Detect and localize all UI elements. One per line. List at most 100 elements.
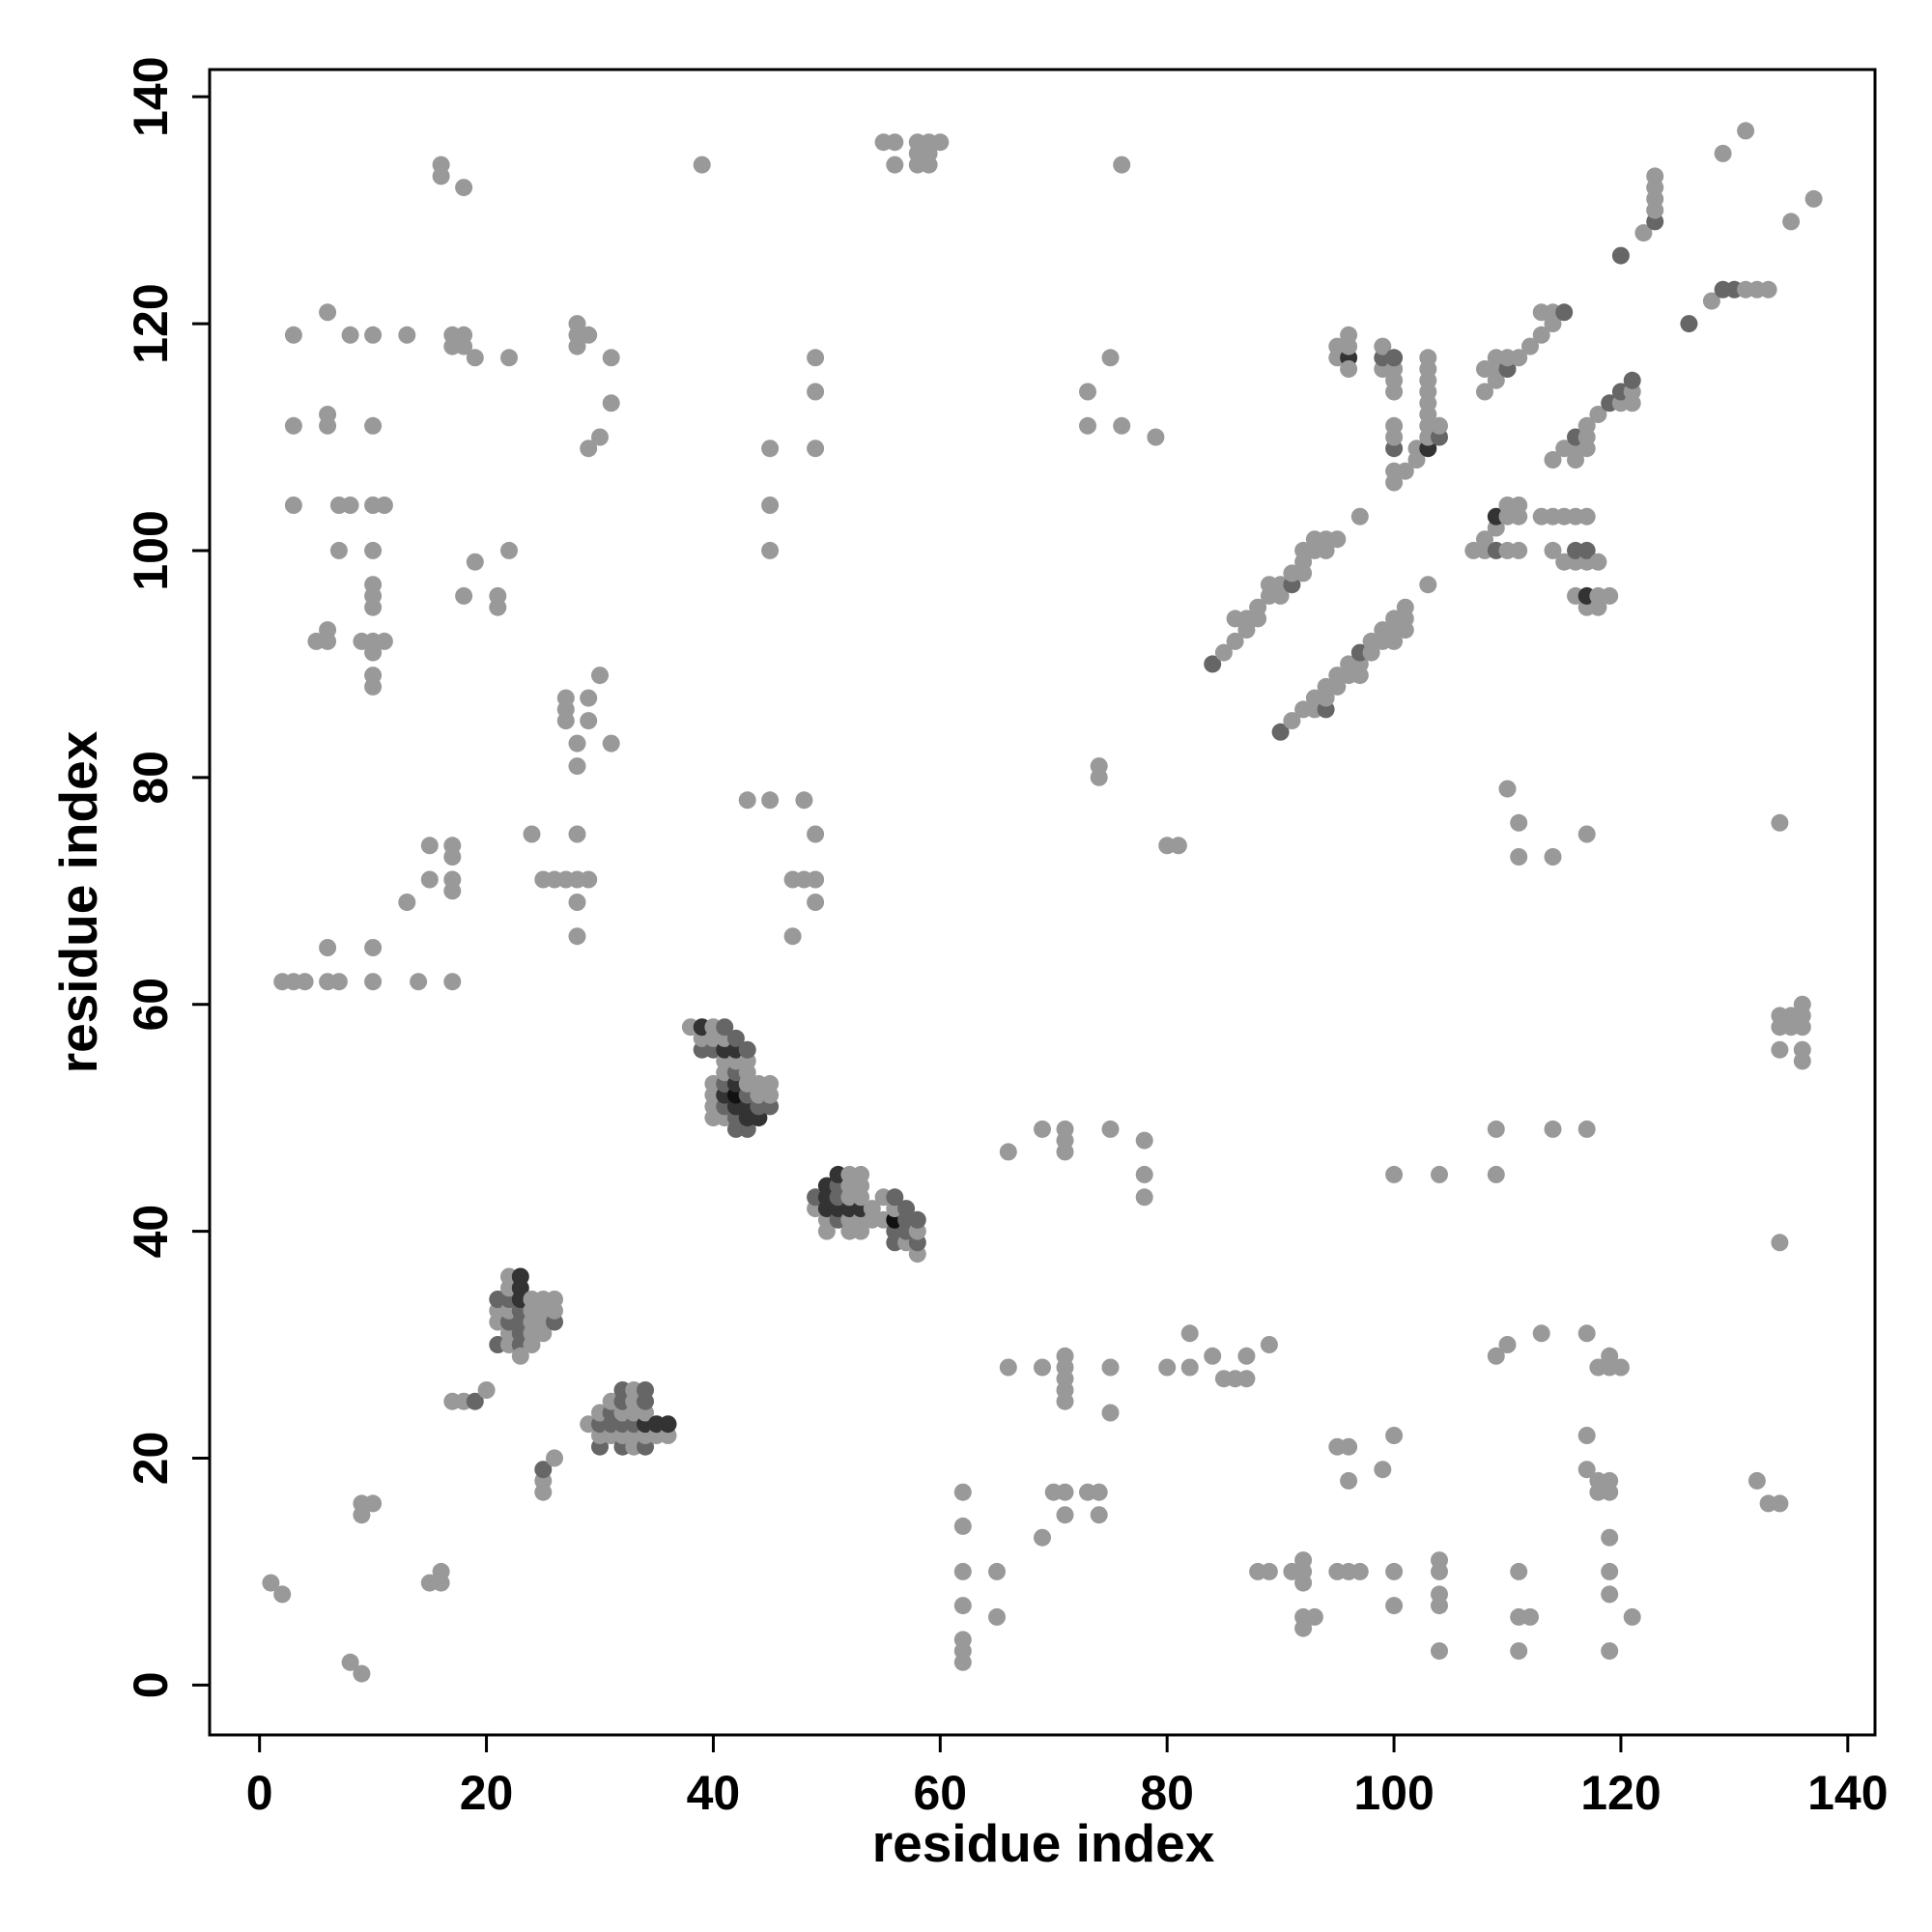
contact-point: [1510, 497, 1528, 514]
contact-point: [1204, 1347, 1222, 1365]
contact-point: [1601, 1642, 1619, 1661]
contact-point: [1646, 167, 1664, 185]
contact-point: [477, 1381, 496, 1399]
contact-point: [1532, 1324, 1550, 1343]
contact-point: [319, 621, 337, 639]
contact-point: [455, 179, 473, 197]
contact-point: [319, 303, 337, 322]
contact-point: [1601, 1471, 1619, 1490]
contact-point: [511, 1347, 529, 1365]
contact-point: [1350, 1562, 1369, 1580]
contact-point: [1079, 383, 1096, 401]
contact-point: [852, 1165, 870, 1183]
contact-point: [1589, 406, 1607, 423]
contact-point: [1611, 1358, 1630, 1377]
contact-point: [364, 1494, 383, 1513]
contact-point: [1431, 1642, 1448, 1661]
contact-point: [1747, 1471, 1766, 1490]
contact-point: [807, 825, 825, 843]
contact-point: [886, 156, 904, 174]
contact-point: [1090, 757, 1108, 776]
contact-point: [1793, 1040, 1811, 1059]
contact-point: [580, 870, 598, 889]
contact-point: [341, 1653, 359, 1671]
contact-point: [659, 1415, 677, 1434]
contact-point: [1782, 213, 1801, 231]
contact-point: [999, 1358, 1017, 1377]
contact-point: [1793, 995, 1811, 1013]
contact-point: [1510, 813, 1528, 832]
contact-point: [1237, 1347, 1256, 1365]
contact-point: [296, 973, 314, 991]
contact-point: [568, 315, 586, 333]
contact-point: [1623, 1607, 1641, 1626]
y-tick-label: 140: [124, 56, 178, 136]
contact-point: [432, 1562, 450, 1580]
contact-point: [1759, 280, 1777, 298]
contact-point: [738, 791, 756, 810]
contact-point: [1521, 337, 1539, 355]
contact-point: [783, 927, 802, 946]
contact-point: [1771, 1040, 1789, 1059]
contact-point: [1577, 1461, 1596, 1479]
contact-point: [1577, 825, 1596, 843]
contact-point: [886, 133, 904, 152]
contact-point: [988, 1562, 1006, 1580]
contact-point: [999, 1143, 1017, 1161]
y-tick-label: 120: [124, 283, 178, 363]
contact-point: [886, 1188, 904, 1207]
y-tick-label: 40: [124, 1205, 178, 1259]
contact-point: [1601, 1562, 1619, 1580]
plot-frame: [208, 68, 1877, 1737]
contact-point: [1101, 349, 1120, 367]
contact-point: [1056, 1120, 1074, 1138]
y-tick-label: 20: [124, 1432, 178, 1486]
contact-point: [716, 1018, 734, 1037]
y-tick-label: 100: [124, 510, 178, 590]
contact-point: [807, 440, 825, 458]
contact-point: [1340, 1437, 1358, 1456]
contact-point: [1237, 1370, 1256, 1388]
contact-point: [761, 497, 780, 514]
contact-point: [761, 1074, 780, 1093]
contact-point: [1431, 1585, 1448, 1604]
contact-point: [1510, 1562, 1528, 1580]
contact-point: [364, 416, 383, 435]
contact-point: [807, 349, 825, 367]
contact-point: [319, 939, 337, 956]
x-tick-label: 120: [1580, 1766, 1661, 1820]
contact-point: [1305, 1607, 1323, 1626]
x-axis-label: residue index: [872, 1813, 1215, 1873]
contact-point: [1260, 1336, 1278, 1353]
contact-point: [693, 156, 711, 174]
contact-point: [580, 689, 598, 707]
contact-point: [273, 1585, 292, 1604]
contact-point: [807, 894, 825, 911]
contact-point: [432, 156, 450, 174]
contact-point: [931, 133, 950, 152]
contact-point: [1283, 712, 1301, 730]
contact-point: [1510, 848, 1528, 866]
contact-point: [953, 1483, 972, 1501]
contact-point: [1487, 1347, 1505, 1365]
contact-point: [1771, 1494, 1789, 1513]
contact-point: [443, 973, 462, 991]
contact-point: [329, 973, 348, 991]
contact-point: [1601, 1585, 1619, 1604]
contact-point: [591, 667, 609, 685]
contact-point: [1601, 1347, 1619, 1365]
contact-point: [500, 541, 518, 559]
contact-point: [1714, 144, 1732, 162]
contact-point: [602, 349, 620, 367]
contact-point: [1113, 416, 1131, 435]
contact-point: [863, 1200, 881, 1218]
contact-point: [1113, 156, 1131, 174]
contact-point: [568, 927, 586, 946]
contact-point: [1350, 507, 1369, 526]
contact-point: [1532, 326, 1550, 344]
contact-point: [1577, 541, 1596, 559]
contact-point: [1804, 189, 1823, 208]
contact-point: [455, 586, 473, 605]
x-axis: 0 20 40 60 80 100 120 140: [246, 1735, 1889, 1820]
contact-point: [443, 870, 462, 889]
